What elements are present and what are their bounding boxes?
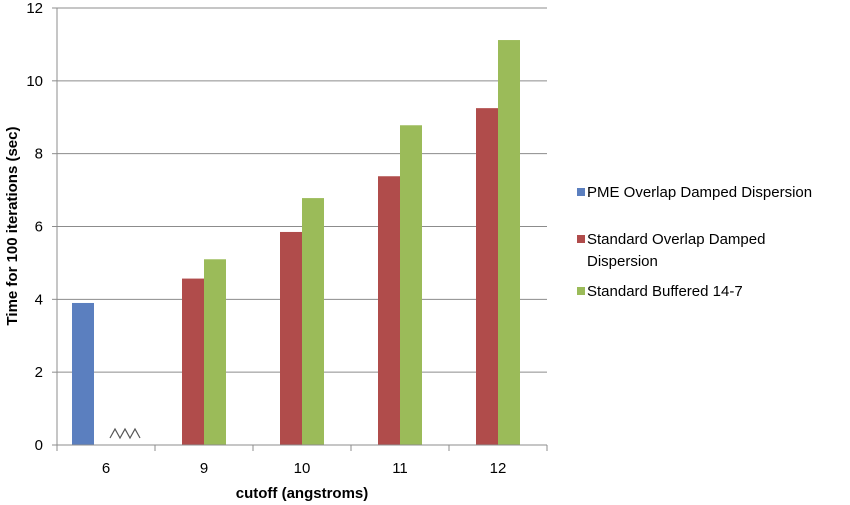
y-tick-label: 12	[26, 0, 43, 17]
y-tick-labels: 0 2 4 6 8 10 12	[26, 0, 43, 454]
y-tick-label: 10	[26, 73, 43, 90]
legend-swatch	[577, 287, 585, 295]
axis-break-symbol	[109, 427, 141, 440]
bars	[72, 40, 520, 446]
x-tick-label: 12	[490, 460, 507, 477]
x-tick-label: 11	[392, 460, 408, 477]
x-tick-label: 6	[102, 460, 110, 477]
x-axis-title: cutoff (angstroms)	[236, 485, 369, 502]
legend: PME Overlap Damped Dispersion Standard Ov…	[577, 184, 812, 300]
bar	[204, 259, 226, 445]
bar	[498, 40, 520, 446]
y-tick-label: 0	[35, 437, 43, 454]
axes	[56, 8, 548, 451]
x-tick-label: 10	[294, 460, 311, 477]
y-tick-label: 8	[35, 146, 43, 163]
x-tick-label: 9	[200, 460, 208, 477]
legend-label: PME Overlap Damped Dispersion	[587, 184, 812, 201]
legend-label: Standard Overlap Damped	[587, 231, 765, 248]
bar	[476, 108, 498, 445]
bar	[72, 302, 94, 445]
bar	[378, 176, 400, 445]
y-axis-title: Time for 100 iterations (sec)	[4, 127, 21, 326]
bar	[280, 231, 302, 445]
x-tick-labels: 6 9 10 11 12	[102, 460, 507, 477]
legend-swatch	[577, 188, 585, 196]
legend-swatch	[577, 235, 585, 243]
axis-break-zigzag	[109, 427, 141, 440]
legend-label: Standard Buffered 14-7	[587, 283, 743, 300]
legend-label: Dispersion	[587, 253, 658, 270]
y-tick-label: 6	[35, 219, 43, 236]
bar	[182, 278, 204, 445]
bar	[302, 198, 324, 445]
bar	[400, 125, 422, 446]
y-tick-label: 2	[35, 364, 43, 381]
y-tick-label: 4	[35, 291, 43, 308]
